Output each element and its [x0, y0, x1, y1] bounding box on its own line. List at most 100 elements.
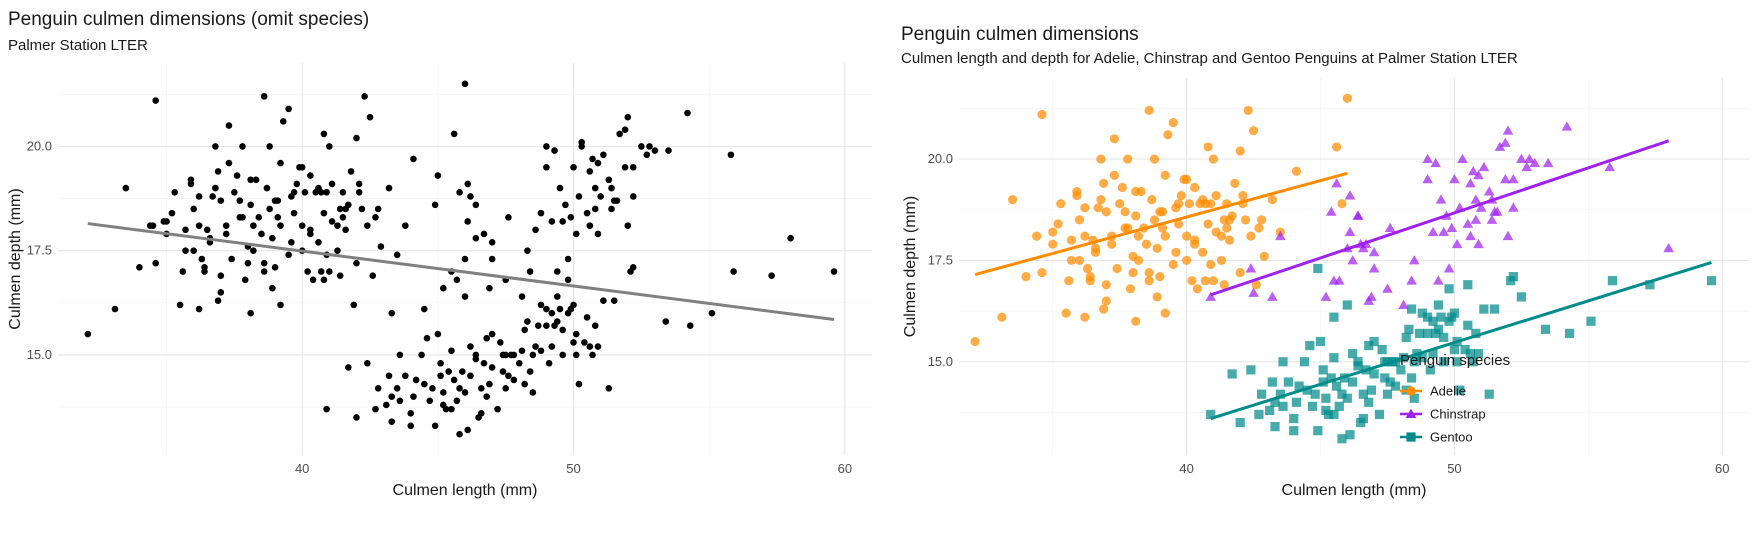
gentoo-point	[1307, 401, 1318, 411]
adelie-point	[1208, 154, 1219, 164]
legend-label-gentoo: Gentoo	[1430, 430, 1473, 445]
adelie-point	[1120, 207, 1130, 217]
data-point	[203, 226, 211, 234]
data-point	[429, 384, 436, 392]
data-point	[486, 380, 493, 388]
adelie-point	[1173, 219, 1184, 229]
adelie-point	[1080, 203, 1090, 213]
gentoo-point	[1449, 308, 1460, 318]
data-point	[567, 213, 575, 221]
adelie-point	[1203, 219, 1213, 229]
adelie-point	[1182, 255, 1192, 266]
gentoo-point	[1283, 377, 1293, 387]
chinstrap-point	[1462, 218, 1474, 228]
data-point	[198, 255, 206, 263]
data-point	[591, 184, 599, 192]
adelie-point	[1053, 219, 1063, 229]
adelie-point	[1112, 263, 1122, 274]
legend-key-marker-chinstrap	[1405, 408, 1417, 418]
chinstrap-point	[1366, 291, 1377, 301]
data-point	[434, 172, 442, 179]
data-point	[388, 309, 396, 317]
data-point	[320, 130, 328, 138]
data-point	[426, 397, 434, 405]
data-point	[190, 205, 197, 213]
adelie-point	[1198, 247, 1208, 257]
data-point	[439, 389, 447, 396]
gentoo-point	[1489, 304, 1500, 314]
adelie-point	[1157, 207, 1168, 217]
x-tick-label: 40	[295, 461, 309, 476]
data-point	[212, 143, 219, 150]
chinstrap-point	[1483, 186, 1495, 196]
gentoo-point	[1254, 409, 1264, 420]
data-point	[266, 205, 273, 213]
data-point	[353, 259, 360, 267]
gentoo-point	[1329, 312, 1339, 322]
data-point	[182, 226, 189, 234]
data-point	[353, 134, 360, 142]
gentoo-point	[1439, 357, 1449, 367]
adelie-point	[1109, 134, 1119, 144]
chinstrap-point	[1384, 222, 1396, 232]
data-point	[477, 409, 485, 417]
chinstrap-point	[1470, 214, 1482, 224]
data-point	[586, 168, 594, 175]
chinstrap-point	[1604, 161, 1616, 172]
data-point	[464, 218, 472, 225]
adelie-point	[1131, 316, 1141, 326]
data-point	[472, 234, 480, 242]
chinstrap-point	[1473, 170, 1484, 180]
gentoo-point	[1313, 426, 1323, 436]
gentoo-point	[1452, 357, 1462, 367]
data-point	[374, 205, 382, 213]
adelie-point	[1144, 267, 1154, 278]
gentoo-point	[1278, 401, 1288, 411]
adelie-point	[1128, 267, 1138, 278]
adelie-point	[1066, 235, 1077, 245]
data-point	[421, 305, 428, 313]
data-point	[407, 422, 415, 430]
gentoo-point	[1468, 357, 1478, 367]
chinstrap-point	[1248, 287, 1259, 297]
gentoo-point	[1465, 349, 1476, 359]
gentoo-point	[1345, 430, 1355, 440]
chinstrap-point	[1433, 275, 1444, 285]
data-point	[575, 380, 583, 388]
adelie-point	[1101, 207, 1111, 217]
data-point	[388, 393, 396, 400]
data-point	[136, 264, 143, 271]
data-point	[217, 197, 225, 204]
data-point	[553, 318, 561, 325]
adelie-point	[1240, 215, 1251, 225]
data-point	[464, 426, 472, 434]
data-point	[591, 205, 599, 213]
gentoo-point	[1329, 409, 1339, 420]
adelie-point	[1187, 276, 1197, 286]
data-point	[334, 222, 341, 229]
gentoo-point	[1382, 389, 1393, 399]
data-point	[336, 205, 344, 213]
gentoo-point	[1706, 276, 1717, 286]
gentoo-point	[1289, 426, 1299, 436]
gentoo-point	[1455, 385, 1465, 395]
data-point	[570, 301, 577, 309]
gentoo-point	[1428, 349, 1438, 359]
gentoo-point	[1460, 345, 1470, 355]
data-point	[304, 268, 311, 275]
x-axis-title: Culmen length (mm)	[1282, 482, 1427, 499]
gentoo-point	[1540, 324, 1551, 334]
adelie-point	[1147, 195, 1157, 205]
data-point	[464, 180, 472, 188]
chinstrap-point	[1275, 230, 1286, 241]
gentoo-point	[1433, 324, 1443, 334]
data-point	[559, 218, 566, 225]
data-point	[372, 405, 379, 413]
data-point	[564, 255, 572, 263]
adelie-point	[1072, 190, 1082, 201]
gentoo-point	[1516, 292, 1526, 302]
y-tick-label: 20.0	[928, 151, 953, 166]
data-point	[307, 172, 314, 179]
data-point	[586, 343, 594, 350]
adelie-point	[1152, 243, 1162, 253]
